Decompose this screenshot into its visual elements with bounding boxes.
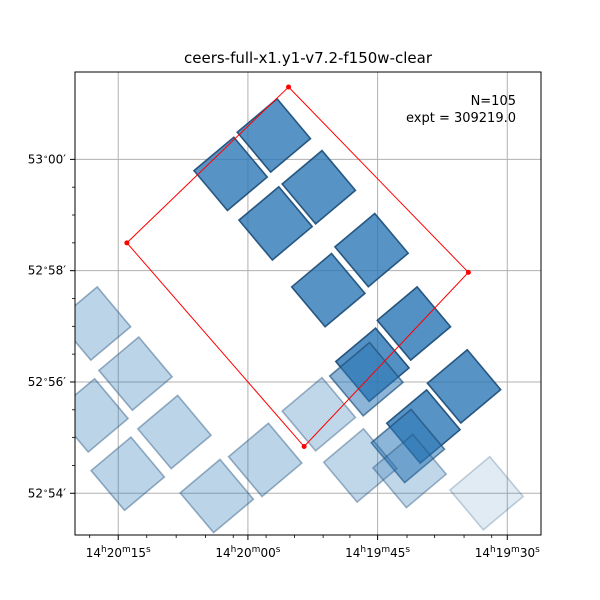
exposure-tile (371, 433, 448, 509)
exposure-tile (426, 348, 502, 425)
x-tick-label: 14h19m45s (345, 545, 410, 560)
exposure-tile (236, 97, 312, 174)
exposure-tile (448, 455, 525, 532)
outline-vertex (124, 240, 130, 246)
chart-title: ceers-full-x1.y1-v7.2-f150w-clear (184, 49, 433, 67)
exposure-tile (290, 252, 367, 328)
x-tick-label: 14h20m00s (215, 545, 280, 560)
exposure-tile (227, 422, 303, 498)
exposure-tile (281, 376, 357, 452)
exposure-tile (333, 212, 410, 288)
exposure-tile (376, 285, 452, 362)
outline-vertex (465, 269, 471, 275)
exposure-tile (192, 136, 269, 212)
exposure-tile (97, 335, 174, 412)
exposure-tile (75, 377, 130, 454)
exposure-tile (179, 458, 255, 534)
exposure-tile (370, 408, 446, 484)
y-tick-label: 53∘00′ (28, 152, 67, 167)
annotation-exptime: expt = 309219.0 (406, 111, 516, 126)
x-tick-label: 14h19m30s (475, 545, 540, 560)
y-tick-label: 52∘54′ (28, 486, 67, 501)
exposure-tile (89, 436, 166, 512)
y-tick-label: 52∘58′ (28, 263, 67, 278)
x-tick-label: 14h20m15s (86, 545, 151, 560)
annotation-count: N=105 (471, 94, 516, 109)
exposure-tile (136, 394, 213, 470)
outline-polygon (124, 84, 471, 450)
exposure-tile (281, 149, 357, 225)
exposure-tile (322, 427, 399, 504)
y-tick-label: 52∘56′ (28, 374, 67, 389)
outline-vertex (286, 84, 292, 90)
plot-frame (74, 71, 542, 536)
outline-vertex (301, 444, 307, 450)
exposure-tile (237, 185, 314, 262)
exposure-tile (75, 285, 132, 362)
